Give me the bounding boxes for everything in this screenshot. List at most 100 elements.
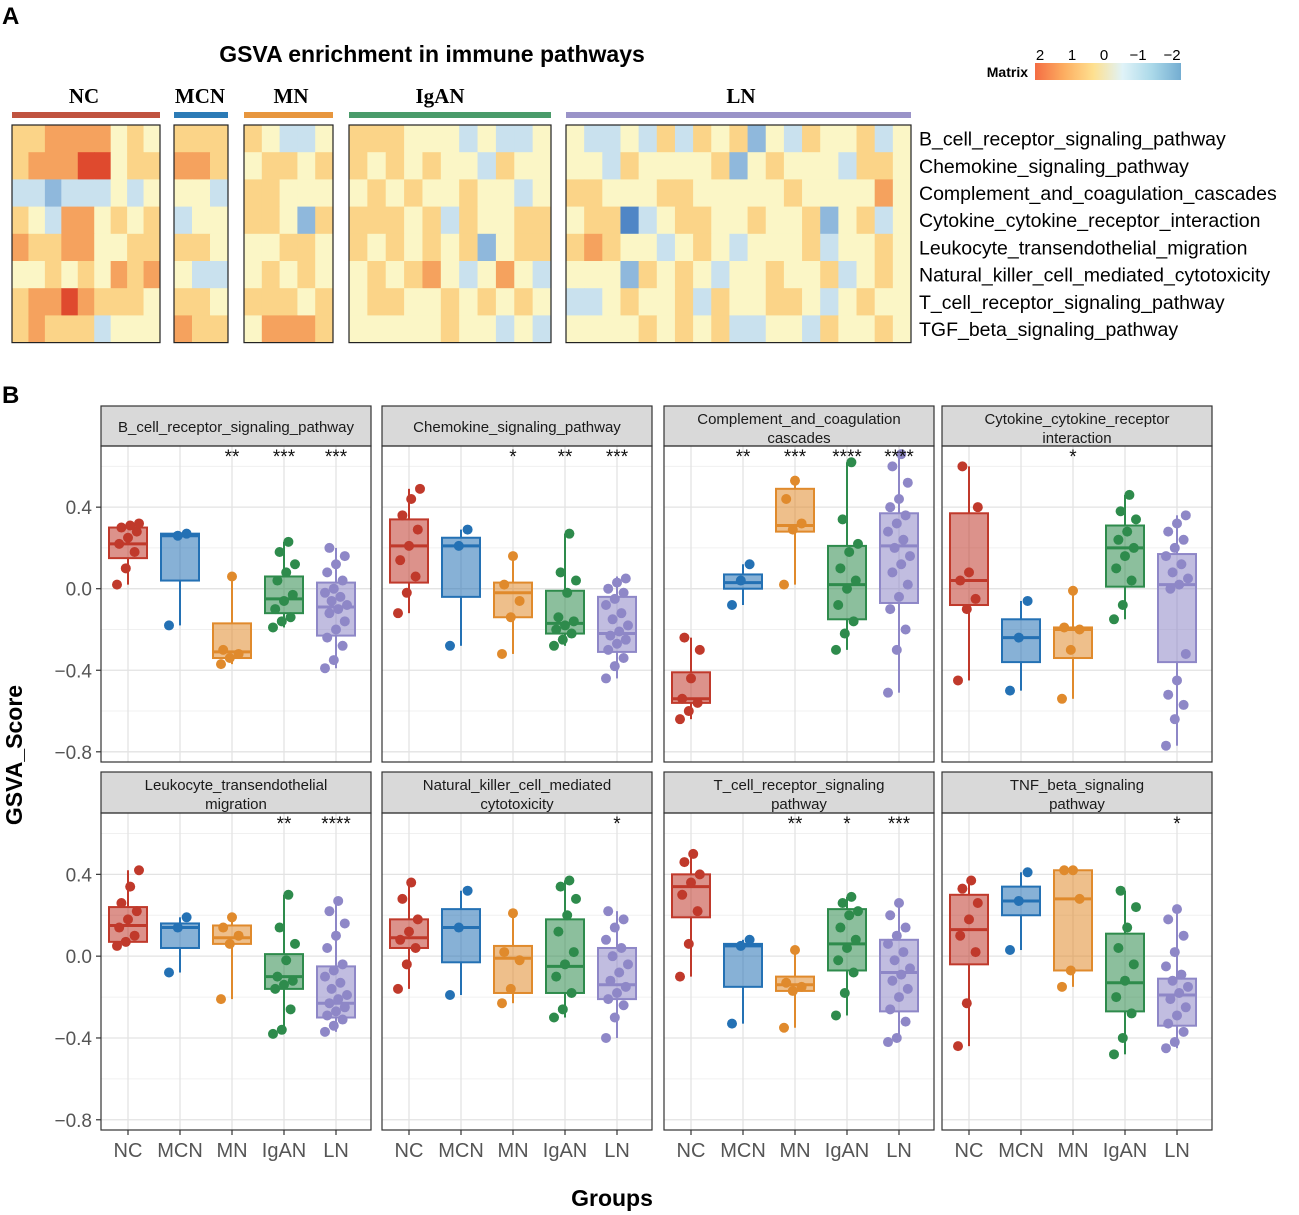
data-point [1109,614,1119,625]
data-point [966,875,977,886]
data-point [891,518,902,529]
facet-strip [381,405,653,447]
heatmap-cell [693,261,712,289]
data-point [1169,1037,1180,1048]
heatmap-cell [783,288,803,316]
facet-strip [663,771,935,814]
heatmap-group-border [173,124,229,344]
heatmap-cell [110,152,128,180]
heatmap-cell [297,206,316,235]
data-point [287,589,298,600]
data-point [957,883,968,894]
heatmap-cell [174,261,193,289]
heatmap-cell [820,288,839,316]
heatmap-cell [244,288,263,316]
data-point [675,971,685,982]
heatmap-cell [856,288,876,316]
data-point [970,593,981,604]
data-point [1163,914,1174,925]
data-point [679,857,690,868]
heatmap-cell [349,179,368,207]
heatmap-cell [459,288,478,316]
heatmap-cell [711,288,730,316]
facet-title: pathway [1049,796,1105,813]
data-point [612,638,622,649]
heatmap-cell [820,261,839,289]
heatmap-cell [297,179,316,207]
heatmap-cell [367,152,387,180]
heatmap-cell [747,179,767,207]
data-point [499,579,510,590]
data-point [781,977,792,988]
facet-title: pathway [771,796,827,813]
heatmap-cell [693,206,712,235]
data-point [898,947,909,958]
data-point [675,714,685,725]
data-point [677,693,688,704]
heatmap-cell [802,206,821,235]
heatmap-cell [349,206,368,235]
heatmap-cell [44,206,62,235]
data-point [120,936,131,947]
heatmap-cell [12,206,29,235]
heatmap-cell [620,261,640,289]
heatmap-cell [838,179,857,207]
facet-border [381,812,653,1131]
data-point [1161,740,1171,751]
data-point [1059,622,1070,633]
data-point [1178,534,1189,545]
heatmap-cell [856,206,876,235]
heatmap-cell [12,125,29,153]
data-point [268,1028,278,1039]
data-point [603,644,614,655]
data-point [333,604,344,615]
heatmap-cell [385,125,405,153]
heatmap-cell [566,125,585,153]
heatmap-cell [765,206,785,235]
heatmap-cell [404,233,423,262]
heatmap-cell [711,233,730,262]
heatmap-cell [584,152,603,180]
data-point [900,624,911,635]
data-point [116,522,127,533]
heatmap-cell [656,315,676,343]
heatmap-cell [747,152,767,180]
heatmap-cell [44,233,62,262]
y-tick-label: 0.4 [66,865,93,886]
data-point [614,967,625,978]
data-point [905,963,915,974]
heatmap-cell [77,125,95,153]
data-point [397,893,408,904]
heatmap-cell [297,125,316,153]
heatmap-cell [856,125,876,153]
data-point [335,977,346,988]
heatmap-cell [892,315,912,343]
heatmap-cell [174,233,193,262]
heatmap-cell [856,179,876,207]
x-axis-title: Groups [571,1185,653,1211]
heatmap-cell [127,233,144,262]
data-point [270,983,281,994]
heatmap-cell [61,179,79,207]
heatmap-cell [459,261,478,289]
data-point [320,971,330,982]
heatmap-row-labels: B_cell_receptor_signaling_pathway Chemoki… [919,129,1277,341]
significance-label: * [843,814,851,835]
heatmap-group-label: NC [69,84,99,108]
heatmap-cell [127,261,144,289]
data-point [1180,510,1191,521]
heatmap-row-label: Cytokine_cytokine_receptor_interaction [919,210,1260,232]
data-point [683,938,694,949]
heatmap-cell [440,261,460,289]
data-point [404,926,414,937]
data-point [1057,981,1067,992]
facet: Natural_killer_cell_mediated cytotoxicity… [381,771,653,1162]
heatmap-cell [192,233,211,262]
heatmap-cell [602,152,621,180]
data-point [331,1006,341,1017]
data-point [1111,563,1122,574]
heatmap-cell [77,315,95,343]
facet-border [941,445,1213,763]
data-point [406,877,417,888]
heatmap-cell [94,179,112,207]
